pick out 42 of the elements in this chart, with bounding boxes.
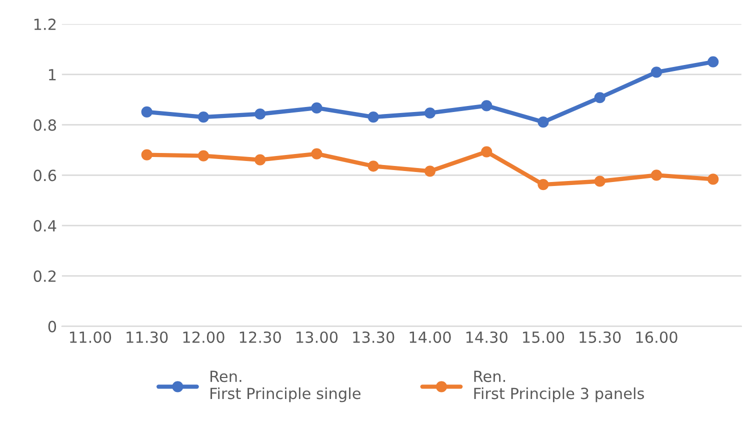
point (424, 107, 436, 119)
x-tick-label: 16.00 (636, 331, 678, 343)
y-tick-label: 0.6 (34, 170, 56, 182)
point (311, 102, 322, 114)
legend-label: Ren. First Principle 3 panels (474, 370, 644, 402)
point (424, 166, 436, 177)
point (141, 149, 152, 160)
point (254, 154, 266, 166)
y-tick-label: 0.4 (34, 220, 56, 232)
x-tick-label: 12.00 (183, 331, 224, 343)
point (650, 170, 662, 181)
x-tick-label: 13.30 (353, 331, 394, 343)
point (198, 150, 210, 162)
x-tick-label: 15.30 (580, 331, 621, 343)
point (311, 148, 322, 160)
point (254, 108, 266, 120)
x-tick-label: 11.00 (70, 331, 112, 343)
point (481, 100, 492, 112)
y-tick-label: 0.8 (34, 119, 56, 131)
y-tick-label: 0.2 (34, 270, 56, 282)
y-tick-label: 1.2 (34, 18, 56, 30)
x-tick-label: 11.30 (126, 331, 168, 343)
x-tick-label: 14.00 (410, 331, 451, 343)
point (481, 146, 492, 158)
point (368, 160, 379, 172)
point (594, 176, 606, 187)
point (198, 111, 210, 123)
point (594, 92, 606, 104)
point (538, 178, 549, 190)
point (141, 106, 152, 118)
y-tick-label: 1 (49, 69, 56, 80)
x-tick-label: 14.30 (466, 331, 508, 343)
x-tick-label: 15.00 (523, 331, 564, 343)
x-tick-label: 12.30 (240, 331, 281, 343)
legend-label: Ren. First Principle single (210, 370, 360, 402)
point (368, 111, 379, 123)
x-tick-label: 13.00 (296, 331, 338, 343)
point (538, 116, 549, 128)
y-tick-label: 0 (48, 320, 56, 332)
point (708, 174, 719, 185)
point (708, 56, 719, 68)
point (650, 66, 662, 78)
